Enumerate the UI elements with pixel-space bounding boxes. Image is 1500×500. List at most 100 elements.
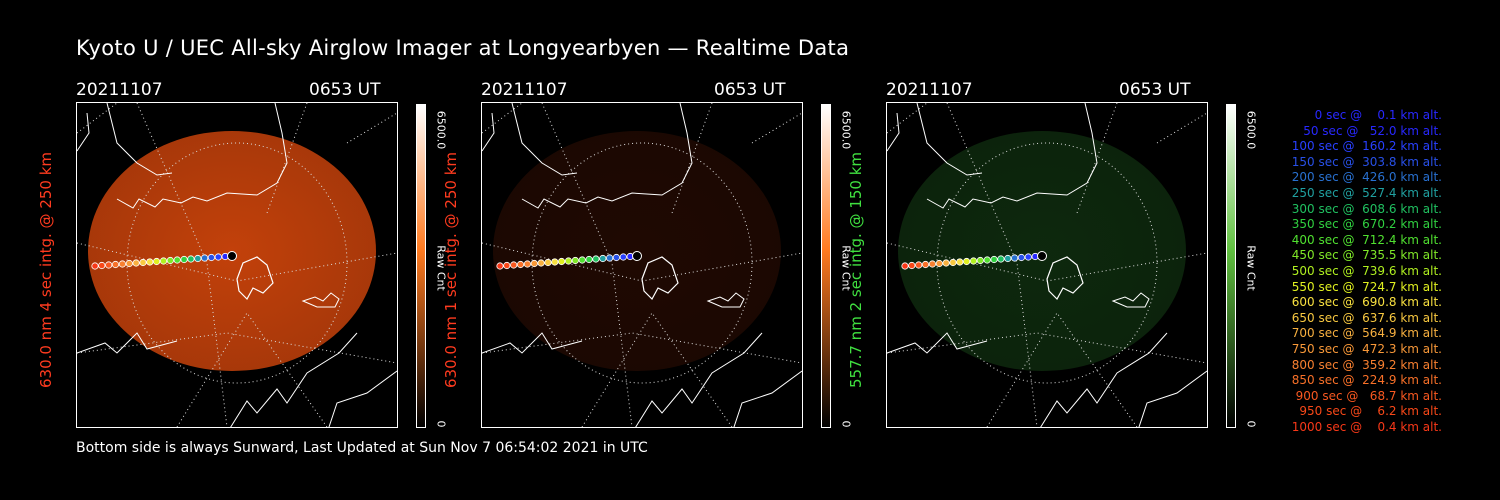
trajectory-point: [91, 262, 99, 270]
coastline: [521, 103, 693, 209]
allsky-image: [481, 102, 803, 428]
trajectory-point: [153, 257, 161, 266]
trajectory-point: [98, 261, 106, 270]
colorbar: [1226, 104, 1236, 428]
grid-line: [946, 103, 1038, 427]
coastline: [236, 256, 274, 300]
legend-row: 850 sec @ 224.9 km alt.: [1287, 373, 1442, 388]
airglow-panel-630nm-1sec: 20211107 0653 UT 630.0 nm 1 sec intg. @ …: [442, 80, 881, 430]
trajectory-point: [942, 259, 950, 267]
trajectory-point: [496, 262, 504, 270]
trajectory-legend: 0 sec @ 0.1 km alt. 50 sec @ 52.0 km alt…: [1262, 108, 1442, 435]
grid-line: [346, 112, 397, 144]
trajectory-point: [956, 258, 964, 266]
station-marker: [227, 251, 237, 261]
trajectory-point: [558, 257, 566, 266]
trajectory-point: [523, 260, 532, 268]
trajectory-point: [612, 253, 620, 262]
panel-date: 20211107: [481, 80, 568, 100]
trajectory-point: [901, 262, 909, 270]
trajectory-point: [180, 255, 188, 264]
footer-note: Bottom side is always Sunward, Last Upda…: [76, 440, 648, 456]
trajectory-point: [935, 259, 943, 268]
grid-line: [751, 112, 802, 144]
legend-row: 200 sec @ 426.0 km alt.: [1287, 170, 1442, 185]
panel-time: 0653 UT: [1119, 80, 1191, 100]
trajectory-point: [1011, 254, 1019, 262]
trajectory-point: [578, 256, 586, 264]
legend-row: 650 sec @ 637.6 km alt.: [1287, 310, 1442, 325]
trajectory-point: [105, 261, 113, 269]
panel-time: 0653 UT: [309, 80, 381, 100]
grid-line: [176, 312, 328, 427]
coastline: [106, 103, 173, 176]
grid-circle: [531, 142, 753, 384]
legend-row: 50 sec @ 52.0 km alt.: [1295, 123, 1442, 138]
trajectory-point: [194, 254, 202, 263]
airglow-panel-557nm-2sec: 20211107 0653 UT 557.7 nm 2 sec intg. @ …: [847, 80, 1286, 430]
panel-date: 20211107: [886, 80, 973, 100]
legend-row: 450 sec @ 735.5 km alt.: [1287, 248, 1442, 263]
trajectory-point: [949, 258, 957, 267]
coastline: [916, 103, 983, 176]
panel-time: 0653 UT: [714, 80, 786, 100]
grid-line: [482, 103, 523, 134]
legend-row: 0 sec @ 0.1 km alt.: [1303, 108, 1442, 122]
trajectory-point: [571, 256, 579, 265]
coastline: [635, 332, 763, 427]
trajectory-point: [159, 257, 168, 265]
trajectory-point: [139, 258, 147, 267]
trajectory-point: [537, 259, 545, 267]
legend-row: 550 sec @ 724.7 km alt.: [1287, 279, 1442, 294]
trajectory-point: [921, 260, 930, 269]
legend-row: 400 sec @ 712.4 km alt.: [1287, 232, 1442, 247]
trajectory-point: [619, 253, 627, 261]
station-marker: [632, 251, 642, 261]
allsky-image: [76, 102, 398, 428]
coastline: [482, 332, 583, 354]
trajectory-point: [530, 259, 538, 268]
coastline: [116, 103, 288, 209]
trajectory-point: [599, 254, 607, 263]
trajectory-point: [111, 260, 120, 269]
trajectory-point: [516, 260, 525, 269]
trajectory-point: [544, 258, 552, 267]
coastline: [887, 332, 988, 354]
legend-row: 500 sec @ 739.6 km alt.: [1287, 263, 1442, 278]
trajectory-point: [969, 257, 978, 265]
coastline: [641, 256, 679, 300]
grid-line: [887, 103, 928, 134]
legend-row: 950 sec @ 6.2 km alt.: [1295, 404, 1442, 419]
trajectory-point: [118, 260, 127, 268]
trajectory-point: [983, 256, 991, 264]
trajectory-point: [173, 256, 181, 264]
trajectory-point: [585, 255, 593, 264]
grid-line: [581, 312, 733, 427]
trajectory-point: [908, 261, 916, 270]
legend-row: 600 sec @ 690.8 km alt.: [1287, 295, 1442, 310]
allsky-image: [886, 102, 1208, 428]
colorbar: [821, 104, 831, 428]
trajectory-point: [1004, 254, 1012, 263]
trajectory-point: [564, 257, 573, 265]
coastline: [511, 103, 578, 176]
coastline: [1046, 256, 1084, 300]
trajectory-point: [928, 260, 937, 268]
coastline: [926, 103, 1098, 209]
coastline: [1040, 332, 1168, 427]
grid-line: [1156, 112, 1207, 144]
grid-line: [77, 103, 118, 134]
colorbar: [416, 104, 426, 428]
grid-line: [986, 312, 1138, 427]
trajectory-point: [592, 255, 600, 263]
coastline: [706, 292, 745, 308]
legend-row: 250 sec @ 527.4 km alt.: [1287, 185, 1442, 200]
grid-line: [541, 103, 633, 427]
legend-row: 350 sec @ 670.2 km alt.: [1287, 217, 1442, 232]
trajectory-point: [166, 256, 174, 265]
trajectory-point: [214, 253, 222, 261]
panel-date: 20211107: [76, 80, 163, 100]
trajectory-point: [915, 261, 923, 269]
legend-row: 1000 sec @ 0.4 km alt.: [1291, 419, 1442, 434]
trajectory-point: [997, 255, 1005, 263]
